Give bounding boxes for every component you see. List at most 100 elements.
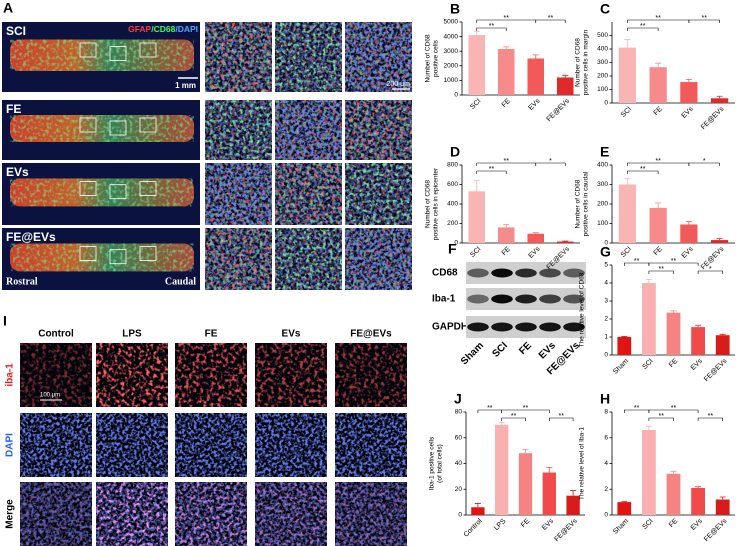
error-bar <box>532 54 539 59</box>
error-bar <box>685 78 692 83</box>
y-axis-label: Numbel of CD68 <box>425 34 432 82</box>
y-tick-label: 800 <box>447 162 458 169</box>
significance-bracket <box>501 409 550 413</box>
blot-band <box>467 294 489 304</box>
cell-signal <box>335 343 407 407</box>
error-bar <box>532 232 539 234</box>
zoom-blue <box>205 163 272 225</box>
roi-box <box>139 181 157 197</box>
error-bar <box>522 448 529 454</box>
y-tick-label: 5 <box>604 262 608 269</box>
significance-label: ** <box>523 405 529 412</box>
significance-label: ** <box>708 413 714 420</box>
blot-band <box>515 322 537 332</box>
significance-bracket <box>627 170 659 174</box>
row-label: SCI <box>6 24 26 38</box>
significance-label: ** <box>640 166 646 173</box>
y-tick-label: 100 <box>597 86 608 93</box>
y-tick-label: 300 <box>597 59 608 66</box>
zoom-blue <box>345 100 412 160</box>
zoom-blue <box>205 228 272 290</box>
error-bar <box>645 425 652 431</box>
bar <box>649 207 667 243</box>
y-tick-label: 2 <box>604 316 608 323</box>
zoom-blue <box>205 100 272 160</box>
roi-box <box>139 117 157 133</box>
band-label: CD68 <box>432 268 458 279</box>
lane-label: FE <box>517 340 534 357</box>
significance-bracket <box>688 162 720 166</box>
x-tick-label: FE <box>501 98 513 110</box>
y-tick-label: 100 <box>597 220 608 227</box>
y-axis-label: positive cells in margin <box>583 29 590 95</box>
direction-label: Caudal <box>165 276 196 287</box>
cell-signal <box>20 343 92 407</box>
bar <box>617 337 632 355</box>
error-bar <box>719 496 726 500</box>
bar <box>680 82 698 103</box>
y-tick-label: 5000 <box>444 19 459 26</box>
bar <box>680 224 698 243</box>
y-axis-label: Numbel of CD68 <box>425 180 432 228</box>
blot-band <box>491 268 513 278</box>
y-tick-label: 6 <box>604 434 608 441</box>
row-label: EVs <box>6 165 29 179</box>
y-tick-label: 500 <box>597 32 608 39</box>
x-tick-label: SCI <box>641 518 654 531</box>
blot-band <box>563 294 585 304</box>
blot-band <box>539 294 561 304</box>
bar <box>715 499 730 515</box>
error-bar <box>695 324 702 328</box>
stain-name: GFAP <box>128 24 151 34</box>
blot-band <box>491 294 513 304</box>
x-tick-label: EVs <box>681 105 695 119</box>
x-tick-label: FE@EVs <box>553 517 579 543</box>
significance-bracket <box>688 19 720 23</box>
roi-box <box>79 42 97 58</box>
significance-label: ** <box>655 158 661 165</box>
significance-bracket <box>535 19 566 23</box>
row-label: FE <box>6 102 21 116</box>
spinal-cord-texture <box>10 115 194 142</box>
y-axis-label: The relative level of Iba-1 <box>579 427 586 500</box>
stain-legend: GFAP/CD68/DAPI <box>128 24 198 34</box>
roi-box <box>139 42 157 58</box>
column-label: FE <box>205 329 218 340</box>
x-tick-label: SCI <box>469 98 482 111</box>
bar <box>542 472 556 515</box>
cell-dapi <box>175 482 247 546</box>
y-tick-label: 3 <box>604 298 608 305</box>
significance-label: ** <box>634 258 640 265</box>
cell-signal <box>175 413 247 477</box>
significance-bracket <box>549 417 574 421</box>
cell-signal <box>255 343 327 407</box>
roi-box <box>79 246 97 262</box>
significance-bracket <box>476 170 507 174</box>
x-tick-label: FE <box>668 358 680 370</box>
bar <box>642 283 656 355</box>
error-bar <box>570 490 577 496</box>
bar <box>711 240 729 243</box>
scale-label: 200 μm <box>387 81 411 88</box>
y-tick-label: 4000 <box>444 33 459 40</box>
x-tick-label: FE <box>653 246 665 258</box>
bar <box>666 473 681 515</box>
cell-signal <box>335 413 407 477</box>
x-tick-label: EVs <box>690 517 704 531</box>
y-tick-label: 1 <box>604 334 608 341</box>
y-axis-label: Number of CD68 <box>575 38 582 87</box>
blot-band <box>515 268 537 278</box>
significance-label: ** <box>655 15 661 22</box>
y-tick-label: 40 <box>455 460 463 467</box>
x-tick-label: FE@EVs <box>703 357 729 383</box>
y-tick-label: 2000 <box>444 63 459 70</box>
cell-signal <box>96 343 168 407</box>
zoom-blue <box>345 228 412 290</box>
significance-label: * <box>703 158 706 165</box>
panel-label: A <box>3 0 13 16</box>
significance-bracket <box>697 417 723 421</box>
bar <box>468 191 486 243</box>
y-tick-label: 0 <box>458 512 462 519</box>
significance-label: * <box>549 158 552 165</box>
